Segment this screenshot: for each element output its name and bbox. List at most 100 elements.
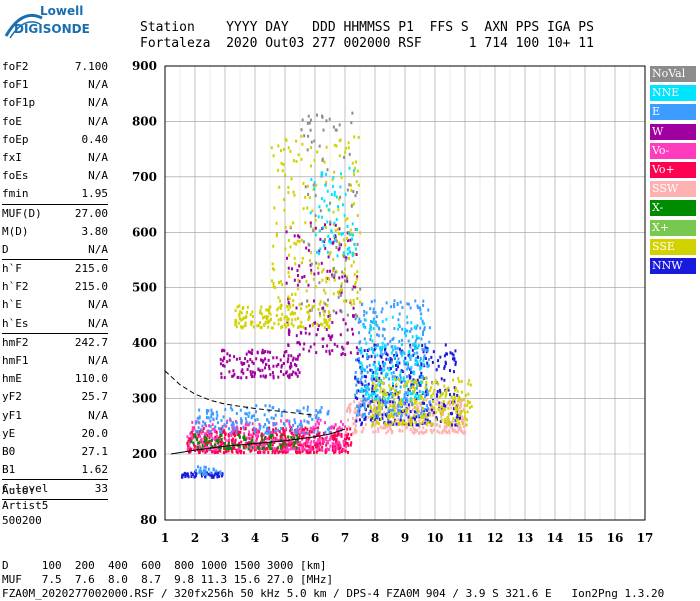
echo-point — [306, 405, 309, 409]
echo-point — [399, 350, 402, 354]
echo-point — [300, 157, 303, 161]
echo-point — [201, 444, 204, 448]
echo-point — [239, 427, 242, 431]
echo-point — [270, 416, 273, 420]
echo-point — [364, 415, 367, 419]
echo-point — [191, 428, 194, 432]
echo-point — [327, 310, 330, 314]
echo-point — [353, 410, 356, 414]
echo-point — [211, 427, 214, 431]
echo-point — [349, 402, 352, 406]
echo-point — [325, 280, 328, 284]
echo-point — [393, 412, 396, 416]
echo-point — [405, 426, 408, 430]
echo-point — [207, 467, 210, 471]
echo-point — [277, 439, 280, 443]
echo-point — [198, 415, 201, 419]
echo-point — [335, 440, 338, 444]
echo-point — [325, 349, 328, 353]
echo-point — [391, 315, 394, 319]
echo-point — [399, 373, 402, 377]
echo-point — [265, 308, 268, 312]
echo-point — [347, 257, 350, 261]
echo-point — [331, 349, 334, 353]
echo-point — [418, 422, 421, 426]
echo-point — [409, 397, 412, 401]
echo-point — [187, 475, 190, 479]
echo-point — [266, 350, 269, 354]
echo-point — [303, 274, 306, 278]
echo-point — [271, 433, 274, 437]
echo-point — [266, 431, 269, 435]
echo-point — [333, 234, 336, 238]
echo-point — [420, 376, 423, 380]
echo-point — [332, 309, 335, 313]
echo-point — [292, 303, 295, 307]
echo-point — [209, 439, 212, 443]
echo-point — [438, 388, 441, 392]
echo-point — [301, 443, 304, 447]
echo-point — [425, 393, 428, 397]
echo-point — [393, 326, 396, 330]
echo-point — [324, 291, 327, 295]
echo-point — [271, 447, 274, 451]
echo-point — [217, 438, 220, 442]
echo-point — [264, 350, 267, 354]
echo-point — [335, 311, 338, 315]
echo-point — [268, 311, 271, 315]
echo-point — [196, 447, 199, 451]
echo-point — [431, 405, 434, 409]
echo-point — [413, 387, 416, 391]
echo-point — [372, 307, 375, 311]
echo-point — [376, 409, 379, 413]
echo-point — [309, 221, 312, 225]
echo-point — [283, 323, 286, 327]
echo-point — [414, 362, 417, 366]
echo-point — [380, 417, 383, 421]
echo-point — [386, 423, 389, 427]
echo-point — [329, 335, 332, 339]
echo-point — [326, 344, 329, 348]
echo-point — [277, 168, 280, 172]
echo-point — [310, 262, 313, 266]
echo-point — [383, 411, 386, 415]
echo-point — [280, 161, 283, 165]
echo-point — [391, 395, 394, 399]
echo-point — [340, 232, 343, 236]
echo-point — [199, 466, 202, 470]
param-label: fmin — [2, 187, 29, 201]
echo-point — [197, 441, 200, 445]
echo-point — [220, 440, 223, 444]
echo-point — [355, 389, 358, 393]
echo-point — [443, 354, 446, 358]
echo-point — [421, 344, 424, 348]
echo-point — [235, 448, 238, 452]
echo-point — [344, 425, 347, 429]
echo-point — [467, 392, 470, 396]
logo-line1: Lowell — [40, 4, 84, 18]
echo-point — [359, 390, 362, 394]
echo-point — [415, 380, 418, 384]
echo-point — [449, 422, 452, 426]
echo-point — [369, 368, 372, 372]
echo-point — [407, 407, 410, 411]
echo-point — [391, 429, 394, 433]
echo-point — [260, 358, 263, 362]
echo-point — [217, 426, 220, 430]
echo-point — [248, 421, 251, 425]
echo-point — [454, 349, 457, 353]
echo-point — [397, 377, 400, 381]
echo-point — [282, 354, 285, 358]
echo-point — [271, 262, 274, 266]
echo-point — [301, 142, 304, 146]
echo-point — [244, 323, 247, 327]
echo-point — [305, 438, 308, 442]
echo-point — [288, 275, 291, 279]
echo-point — [352, 431, 355, 435]
echo-point — [344, 445, 347, 449]
echo-point — [452, 407, 455, 411]
echo-point — [327, 277, 330, 281]
param-label: yF2 — [2, 390, 22, 404]
echo-point — [318, 444, 321, 448]
echo-point — [309, 118, 312, 122]
